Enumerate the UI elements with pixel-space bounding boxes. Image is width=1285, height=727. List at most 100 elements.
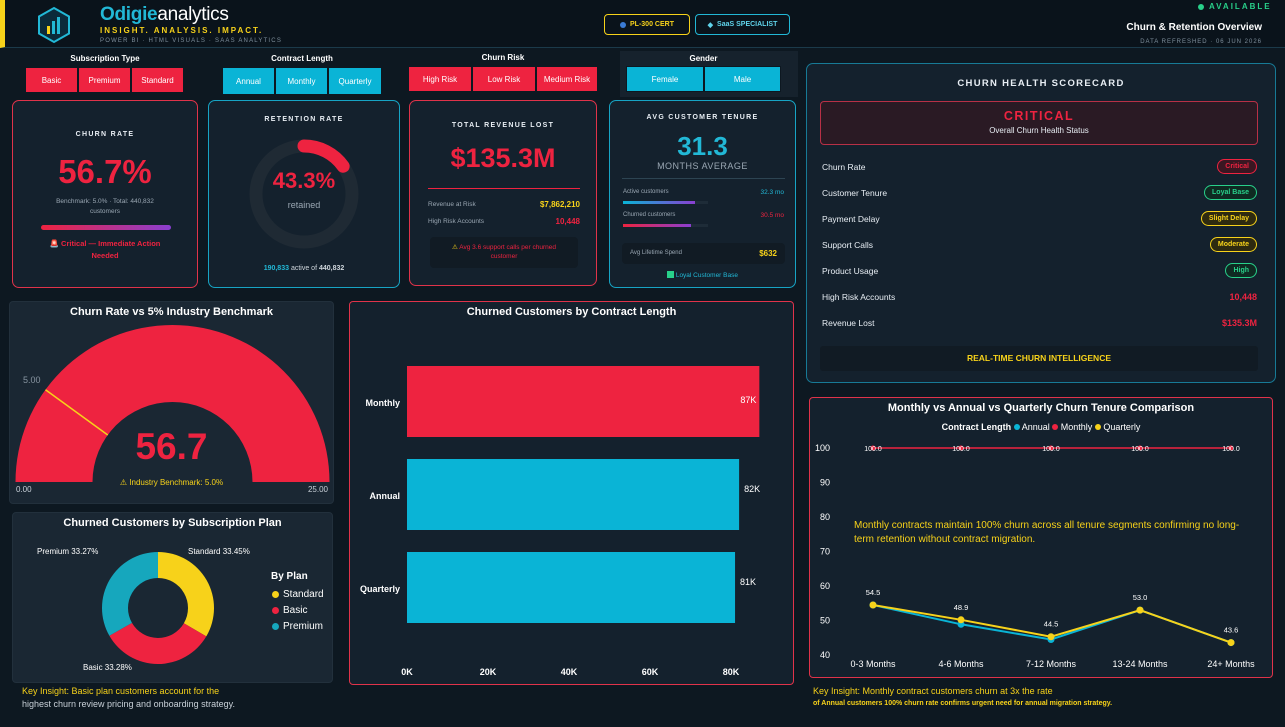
- kpi-churn-bench2: customers: [90, 208, 120, 215]
- warning-icon: ⚠: [452, 244, 458, 251]
- alert-text: Critical — Immediate Action: [61, 239, 161, 248]
- header-bar: Odigieanalytics INSIGHT. ANALYSIS. IMPAC…: [0, 0, 1285, 48]
- donut-panel: Churned Customers by Subscription Plan P…: [12, 512, 333, 683]
- spend-value: $632: [759, 249, 777, 258]
- bar-value-label: 82K: [744, 484, 760, 494]
- line-x-tick: 13-24 Months: [1112, 659, 1168, 669]
- donut-legend-title: By Plan: [271, 571, 308, 582]
- bar-value-label: 81K: [740, 577, 756, 587]
- slicer-male[interactable]: Male: [704, 66, 781, 92]
- logo-icon: [35, 6, 73, 44]
- active-tenure-track: [623, 201, 708, 204]
- line-point-quarterly: [869, 601, 877, 609]
- bar-x-tick: 80K: [723, 667, 740, 677]
- scorecard-row-value: Loyal Base: [1204, 185, 1257, 200]
- slicer-low-risk[interactable]: Low Risk: [472, 66, 536, 92]
- kpi-revenue-value: $135.3M: [450, 143, 556, 173]
- line-y-tick: 90: [820, 478, 830, 488]
- slicer-high-risk[interactable]: High Risk: [408, 66, 472, 92]
- slicer-monthly[interactable]: Monthly: [275, 67, 328, 95]
- legend-item-basic: Basic: [272, 605, 324, 616]
- scorecard-row-label: Support Calls: [822, 240, 874, 250]
- scorecard-row-value: Slight Delay: [1200, 211, 1257, 226]
- slicer-quarterly[interactable]: Quarterly: [328, 67, 382, 95]
- line-data-label: 43.6: [1224, 626, 1239, 635]
- slicer-annual[interactable]: Annual: [222, 67, 275, 95]
- bar-x-tick: 60K: [642, 667, 659, 677]
- scorecard-row-value: $135.3M: [1221, 318, 1257, 328]
- brand-tagline: INSIGHT. ANALYSIS. IMPACT.: [100, 26, 264, 35]
- churn-progress-bar: [41, 225, 171, 230]
- line-point-quarterly: [957, 616, 965, 624]
- line-data-label: 100.0: [864, 446, 882, 453]
- gauge-note: ⚠ Industry Benchmark: 5.0%: [10, 478, 333, 487]
- line-data-label: 100.0: [1222, 446, 1240, 453]
- divider: [622, 178, 785, 179]
- scorecard-row-label: Customer Tenure: [822, 188, 888, 198]
- cert-badge[interactable]: PL-300 CERT: [604, 14, 690, 35]
- gauge-value: 56.7: [135, 426, 208, 467]
- kpi-tenure-title: AVG CUSTOMER TENURE: [646, 114, 759, 121]
- churned-tenure-bar: [623, 224, 691, 227]
- total-count: 440,832: [318, 265, 345, 272]
- slicer-female[interactable]: Female: [626, 66, 704, 92]
- bar-category-label: Monthly: [366, 398, 401, 408]
- legend-label: Premium: [283, 621, 324, 632]
- cert-label: PL-300 CERT: [630, 21, 674, 28]
- kpi-churn-alert: 🚨 Critical — Immediate Action: [13, 239, 197, 248]
- slicer-basic[interactable]: Basic: [25, 67, 78, 93]
- status-text: AVAILABLE: [1209, 2, 1272, 11]
- legend-quarterly: Quarterly: [1103, 422, 1141, 432]
- line-data-label: 48.9: [954, 603, 969, 612]
- donut-label-basic: Basic 33.28%: [83, 663, 132, 672]
- line-data-label: 44.5: [1044, 620, 1059, 629]
- bar-category-label: Annual: [370, 491, 401, 501]
- note-text-2: customer: [490, 253, 518, 260]
- line-point-quarterly: [1047, 633, 1055, 641]
- legend-dot-icon: [1013, 424, 1020, 430]
- page-title: Churn & Retention Overview: [1126, 22, 1262, 33]
- line-point-monthly: [1228, 445, 1234, 451]
- kpi-churn-alert2: Needed: [91, 251, 119, 260]
- cert-dot-icon: [620, 21, 627, 28]
- slicer-standard[interactable]: Standard: [131, 67, 184, 93]
- kpi-churn-value: 56.7%: [58, 153, 152, 190]
- refresh-date: DATA REFRESHED · 06 JUN 2026: [1140, 39, 1262, 45]
- saas-badge[interactable]: ◆ SaaS SPECIALIST: [695, 14, 790, 35]
- active-count: 190,833: [263, 265, 289, 272]
- scorecard-row-value: Moderate: [1209, 237, 1257, 252]
- bar-monthly: [407, 366, 760, 437]
- active-tenure-bar: [623, 201, 696, 204]
- gauge-min-label: 0.00: [16, 485, 32, 494]
- scorecard-row-label: Product Usage: [822, 266, 879, 276]
- active-tenure-label: Active customers: [623, 189, 669, 195]
- insight-right-2: of Annual customers 100% churn rate conf…: [813, 700, 1113, 707]
- bar-category-label: Quarterly: [360, 584, 400, 594]
- donut-chart: [101, 552, 215, 664]
- support-note: ⚠ Avg 3.6 support calls per churned cust…: [430, 237, 578, 268]
- legend-dot-icon: [272, 607, 279, 614]
- saas-label: SaaS SPECIALIST: [717, 21, 778, 28]
- status-badge: AVAILABLE: [1198, 2, 1272, 11]
- kpi-revenue-card: TOTAL REVENUE LOST $135.3M Revenue at Ri…: [409, 100, 597, 286]
- scorecard-status: CRITICAL: [1003, 109, 1075, 123]
- donut-slice-standard: [158, 552, 215, 637]
- revenue-risk-value: $7,862,210: [539, 200, 580, 209]
- line-panel: Monthly vs Annual vs Quarterly Churn Ten…: [809, 397, 1273, 678]
- line-point-monthly: [870, 445, 876, 451]
- kpi-retention-sub: retained: [287, 200, 321, 210]
- slicer-premium[interactable]: Premium: [78, 67, 131, 93]
- line-legend: Contract Length Annual Monthly Quarterly: [810, 422, 1272, 432]
- kpi-revenue-title: TOTAL REVENUE LOST: [451, 122, 555, 129]
- bar-panel: Churned Customers by Contract Length Mon…: [349, 301, 794, 685]
- slicer-subscription-label: Subscription Type: [70, 54, 140, 63]
- line-x-tick: 7-12 Months: [1026, 659, 1077, 669]
- legend-annual: Annual: [1021, 422, 1050, 432]
- slicer-medium-risk[interactable]: Medium Risk: [536, 66, 598, 92]
- revenue-risk-label: Revenue at Risk: [428, 201, 476, 208]
- slicer-gender-label: Gender: [689, 54, 718, 63]
- line-annotation: Monthly contracts maintain 100% churn ac…: [854, 520, 1240, 545]
- line-y-tick: 60: [820, 581, 830, 591]
- bar-title: Churned Customers by Contract Length: [466, 306, 677, 318]
